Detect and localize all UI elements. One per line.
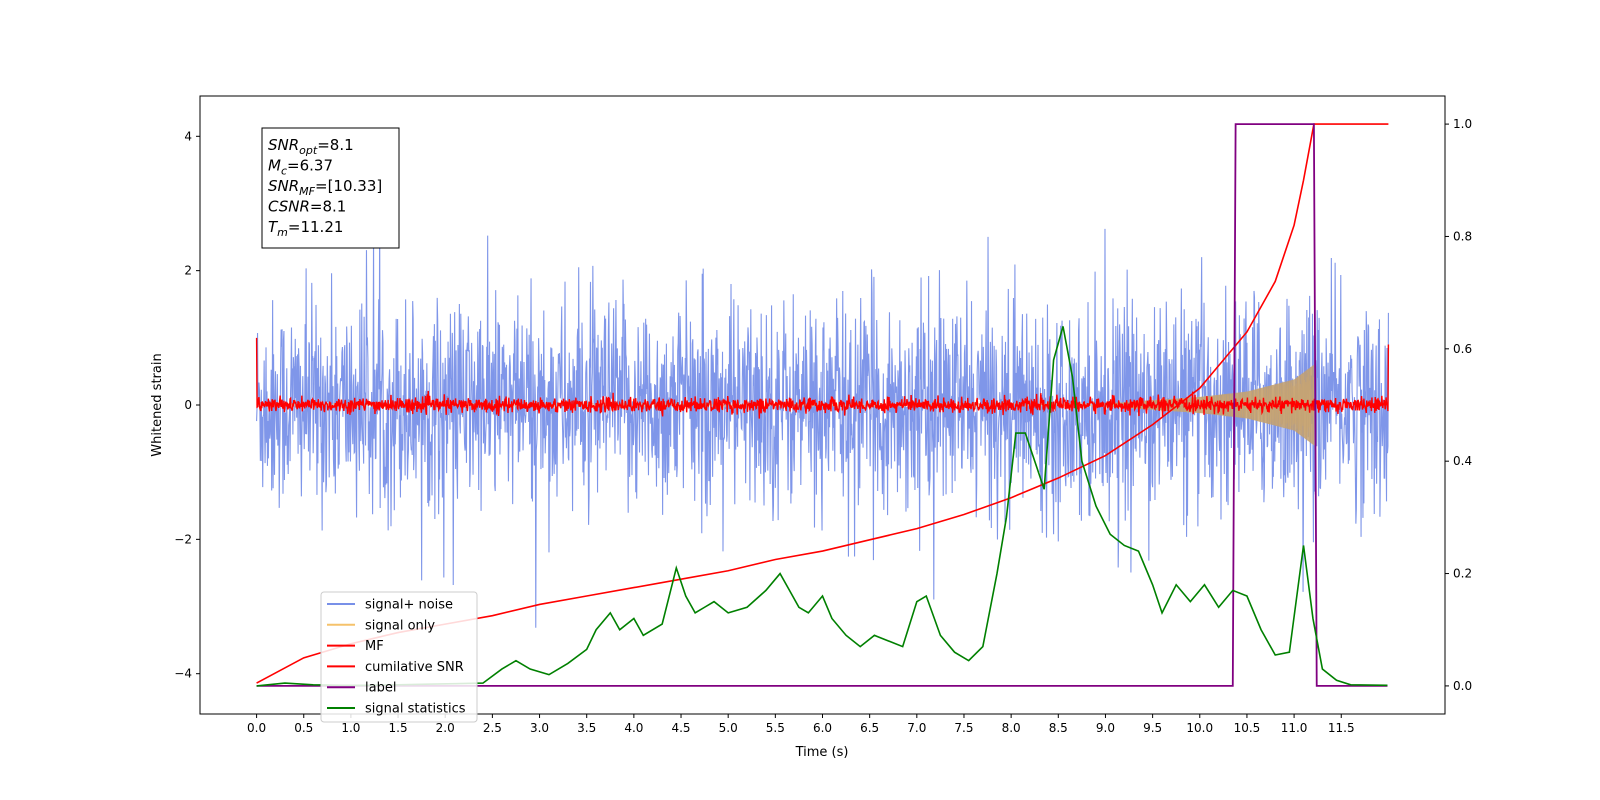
- x-tick-label: 11.5: [1328, 721, 1355, 735]
- x-tick-label: 7.5: [954, 721, 973, 735]
- x-tick-label: 10.0: [1186, 721, 1213, 735]
- legend-entry: cumilative SNR: [365, 660, 464, 675]
- y-tick-label: −4: [174, 667, 192, 681]
- legend-entry: signal only: [365, 618, 435, 633]
- y2-tick-label: 0.8: [1453, 229, 1472, 243]
- x-tick-label: 5.0: [719, 721, 738, 735]
- x-tick-label: 0.0: [247, 721, 266, 735]
- legend-entry: MF: [365, 639, 384, 654]
- annotation-line: CSNR=8.1: [268, 198, 346, 216]
- y2-tick-label: 0.0: [1453, 679, 1472, 693]
- x-tick-label: 1.0: [341, 721, 360, 735]
- y-tick-label: 0: [184, 398, 192, 412]
- y-tick-label: 2: [184, 264, 192, 278]
- x-tick-label: 11.0: [1281, 721, 1308, 735]
- y-tick-label: −2: [174, 532, 192, 546]
- y-axis-label: Whitened strain: [150, 353, 165, 456]
- axes-layer: 0.0 0.5 1.0 1.5 2.0 2.5 3.0 3.5 4.0 4.5 5.0 5.5 6.0 6…: [174, 117, 1472, 735]
- x-tick-label: 6.5: [860, 721, 879, 735]
- legend-frame: [320, 591, 478, 723]
- x-tick-label: 9.0: [1096, 721, 1115, 735]
- x-tick-label: 3.0: [530, 721, 549, 735]
- x-tick-label: 10.5: [1234, 721, 1261, 735]
- annotation-line: SNRMF=[10.33]: [268, 177, 382, 198]
- y2-tick-label: 0.4: [1453, 454, 1472, 468]
- series-signal-statistics: [256, 326, 1388, 687]
- series-signal-noise: [256, 208, 1389, 628]
- x-tick-label: 4.0: [624, 721, 643, 735]
- x-tick-label: 4.5: [671, 721, 690, 735]
- series-label: [256, 123, 1388, 687]
- y2-tick-label: 1.0: [1453, 117, 1472, 131]
- legend-entry: signal statistics: [365, 702, 466, 717]
- x-tick-label: 2.0: [436, 721, 455, 735]
- annotation-frame: [261, 127, 400, 249]
- x-tick-label: 6.0: [813, 721, 832, 735]
- x-tick-label: 8.5: [1049, 721, 1068, 735]
- legend-entry: label: [365, 681, 396, 696]
- y2-tick-label: 0.6: [1453, 342, 1472, 356]
- x-tick-label: 9.5: [1143, 721, 1162, 735]
- annotation-line: Tm=11.21: [268, 218, 343, 239]
- y-tick-label: 4: [184, 129, 192, 143]
- x-tick-label: 0.5: [294, 721, 313, 735]
- x-axis-label: Time (s): [795, 745, 849, 760]
- x-tick-label: 1.5: [389, 721, 408, 735]
- annotation-line: SNRopt=8.1: [268, 136, 354, 157]
- legend-entry: signal+ noise: [365, 598, 453, 613]
- series-mf: [255, 337, 1390, 419]
- x-tick-label: 8.0: [1002, 721, 1021, 735]
- x-tick-label: 5.5: [766, 721, 785, 735]
- y2-tick-label: 0.2: [1453, 567, 1472, 581]
- x-tick-label: 3.5: [577, 721, 596, 735]
- annotation-line: Mc=6.37: [268, 157, 333, 178]
- x-tick-label: 2.5: [483, 721, 502, 735]
- legend: signal+ noise signal only MF cumilative SNR…: [320, 591, 478, 723]
- x-tick-label: 7.0: [907, 721, 926, 735]
